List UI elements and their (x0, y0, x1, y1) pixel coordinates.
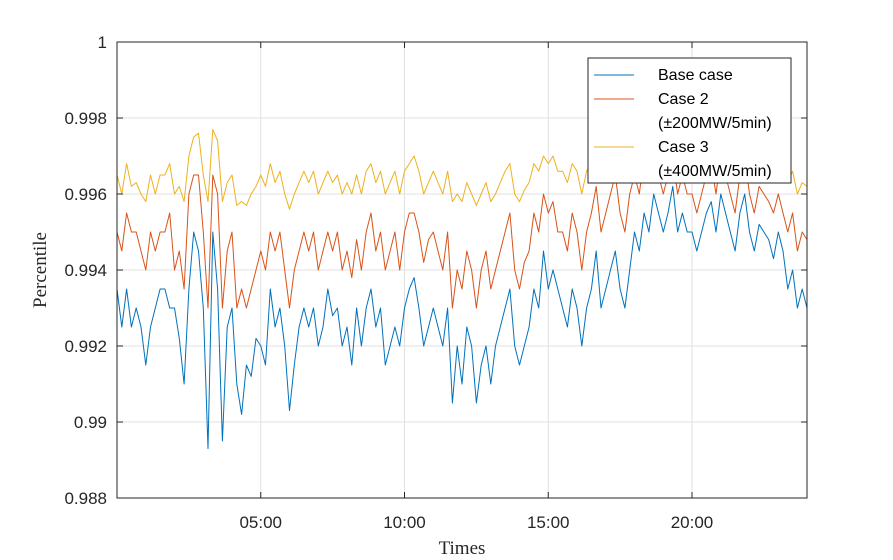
legend-label-1: Base case (658, 67, 733, 84)
y-tick-label: 0.99 (74, 413, 107, 432)
legend-label-3: Case 3 (±400MW/5min) (658, 139, 772, 180)
legend: Base case Case 2 (±200MW/5min) Case 3 (±400M… (587, 57, 792, 184)
series-line-2 (116, 155, 808, 309)
y-tick-label: 0.998 (64, 109, 107, 128)
axis-ticks: 0.988 0.99 0.992 0.994 0.996 0.998 1 05:00 10:00… (64, 33, 807, 532)
y-tick-label: 0.996 (64, 185, 107, 204)
y-axis-label: Percentile (30, 232, 51, 308)
x-tick-label: 20:00 (671, 513, 714, 532)
series-line-1 (116, 185, 808, 450)
x-tick-label: 15:00 (527, 513, 570, 532)
y-tick-label: 0.994 (64, 261, 107, 280)
legend-box (587, 57, 792, 184)
x-tick-label: 10:00 (383, 513, 426, 532)
legend-label-2: Case 2 (±200MW/5min) (658, 91, 772, 132)
x-tick-label: 05:00 (239, 513, 282, 532)
y-tick-label: 1 (98, 33, 107, 52)
x-axis-label: Times (439, 538, 486, 559)
y-tick-label: 0.992 (64, 337, 107, 356)
y-tick-label: 0.988 (64, 489, 107, 508)
grid (117, 41, 807, 499)
